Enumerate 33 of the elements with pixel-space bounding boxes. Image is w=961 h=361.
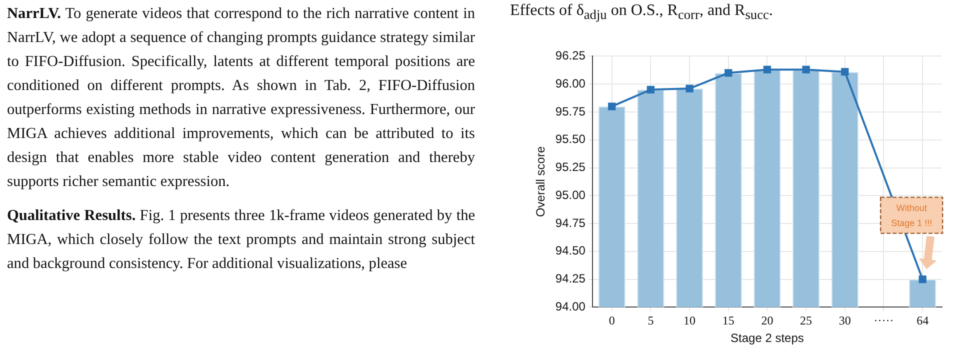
point (686, 84, 694, 92)
point (841, 68, 849, 76)
y-tick-label: 96.00 (555, 76, 586, 90)
x-tick-label: 25 (800, 314, 812, 328)
y-tick-label: 95.00 (555, 188, 586, 202)
x-tick-label: 64 (916, 314, 929, 328)
point (608, 102, 616, 110)
y-tick-label: 94.75 (555, 216, 586, 230)
y-tick-label: 95.25 (555, 160, 586, 174)
y-tick-label: 95.75 (555, 104, 586, 118)
text: Qualitative Results. (7, 207, 136, 224)
point (802, 66, 810, 74)
x-tick-label: 15 (722, 314, 734, 328)
chart-title: Effects of δ$_{adju}$ on O.S., R$_{corr}$, and R$_{succ}$. (510, 2, 773, 24)
x-tick-label: 10 (684, 314, 696, 328)
point (646, 86, 655, 94)
x-tick-label: 20 (761, 314, 774, 328)
x-tick-label: 0 (608, 314, 615, 328)
point (918, 275, 926, 284)
point (763, 66, 772, 74)
point (724, 69, 732, 77)
x-tick-label: 30 (838, 314, 851, 328)
annotation: Without Stage 1 !!! (891, 202, 932, 228)
x-axis-title: Stage 2 steps (730, 331, 804, 346)
y-tick-label: 94.25 (555, 272, 586, 286)
y-tick-label: 94.00 (555, 300, 586, 314)
text: NarrLV. (7, 5, 61, 22)
x-tick-label: ····· (874, 314, 894, 328)
y-tick-label: 94.50 (555, 244, 586, 258)
y-tick-label: 95.50 (555, 132, 586, 146)
y-tick-label: 96.25 (555, 48, 586, 63)
x-tick-label: 5 (648, 314, 654, 328)
y-axis-title: Overall score (534, 146, 548, 218)
